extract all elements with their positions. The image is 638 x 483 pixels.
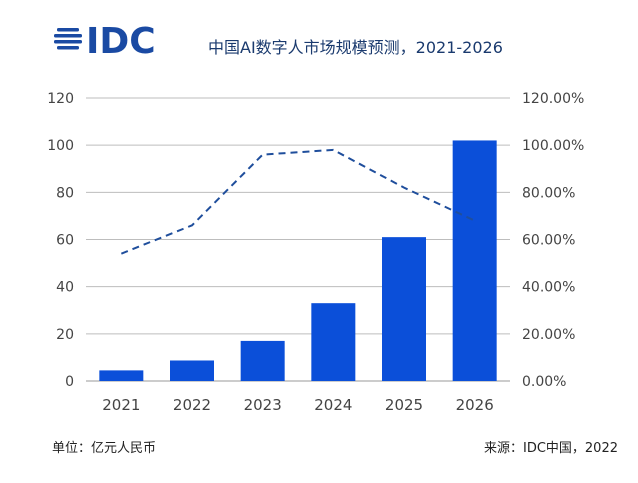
logo-stripe [54, 40, 82, 44]
bar-2024 [311, 303, 356, 381]
right-tick-label: 0.00% [522, 374, 566, 390]
left-tick-label: 80 [56, 185, 74, 201]
left-tick-label: 60 [56, 233, 74, 249]
x-tick-label: 2022 [173, 396, 211, 414]
bars [99, 140, 497, 381]
x-tick-label: 2024 [314, 396, 352, 414]
right-tick-label: 80.00% [522, 185, 575, 201]
chart-title: 中国AI数字人市场规模预测，2021-2026 [208, 38, 503, 57]
bar-2026 [452, 140, 497, 381]
logo-stripes-icon [54, 28, 82, 50]
x-tick-label: 2023 [244, 396, 282, 414]
unit-note: 单位：亿元人民币 [52, 441, 157, 456]
left-tick-label: 0 [65, 374, 74, 390]
growth-line [120, 148, 476, 255]
left-axis-ticks: 0 20 40 60 80 100 120 [47, 91, 74, 390]
bar-2022 [170, 360, 214, 381]
left-tick-label: 100 [47, 138, 74, 154]
right-tick-label: 20.00% [522, 327, 575, 343]
bar-2025 [382, 237, 426, 381]
x-tick-label: 2025 [385, 396, 423, 414]
logo-stripe [54, 34, 82, 38]
bar-2023 [240, 340, 285, 381]
idc-logo: IDC [52, 20, 162, 64]
x-tick-label: 2026 [456, 396, 494, 414]
right-tick-label: 60.00% [522, 233, 575, 249]
left-tick-label: 20 [56, 327, 74, 343]
bar-2021 [99, 370, 144, 381]
left-tick-label: 40 [56, 280, 74, 296]
right-tick-label: 120.00% [522, 91, 584, 107]
left-tick-label: 120 [47, 91, 74, 107]
x-tick-label: 2021 [102, 396, 140, 414]
x-axis-ticks: 2021 2022 2023 2024 2025 2026 [102, 396, 494, 414]
logo-stripe [57, 28, 79, 32]
grid-lines [86, 97, 510, 382]
right-tick-label: 100.00% [522, 138, 584, 154]
logo-text: IDC [86, 21, 156, 60]
right-tick-label: 40.00% [522, 280, 575, 296]
logo-stripe [57, 46, 79, 50]
right-axis-ticks: 0.00% 20.00% 40.00% 60.00% 80.00% 100.00% 120.… [522, 91, 584, 390]
source-note: 来源：IDC中国，2022 [483, 441, 618, 456]
growth-rate-line [120, 148, 476, 255]
